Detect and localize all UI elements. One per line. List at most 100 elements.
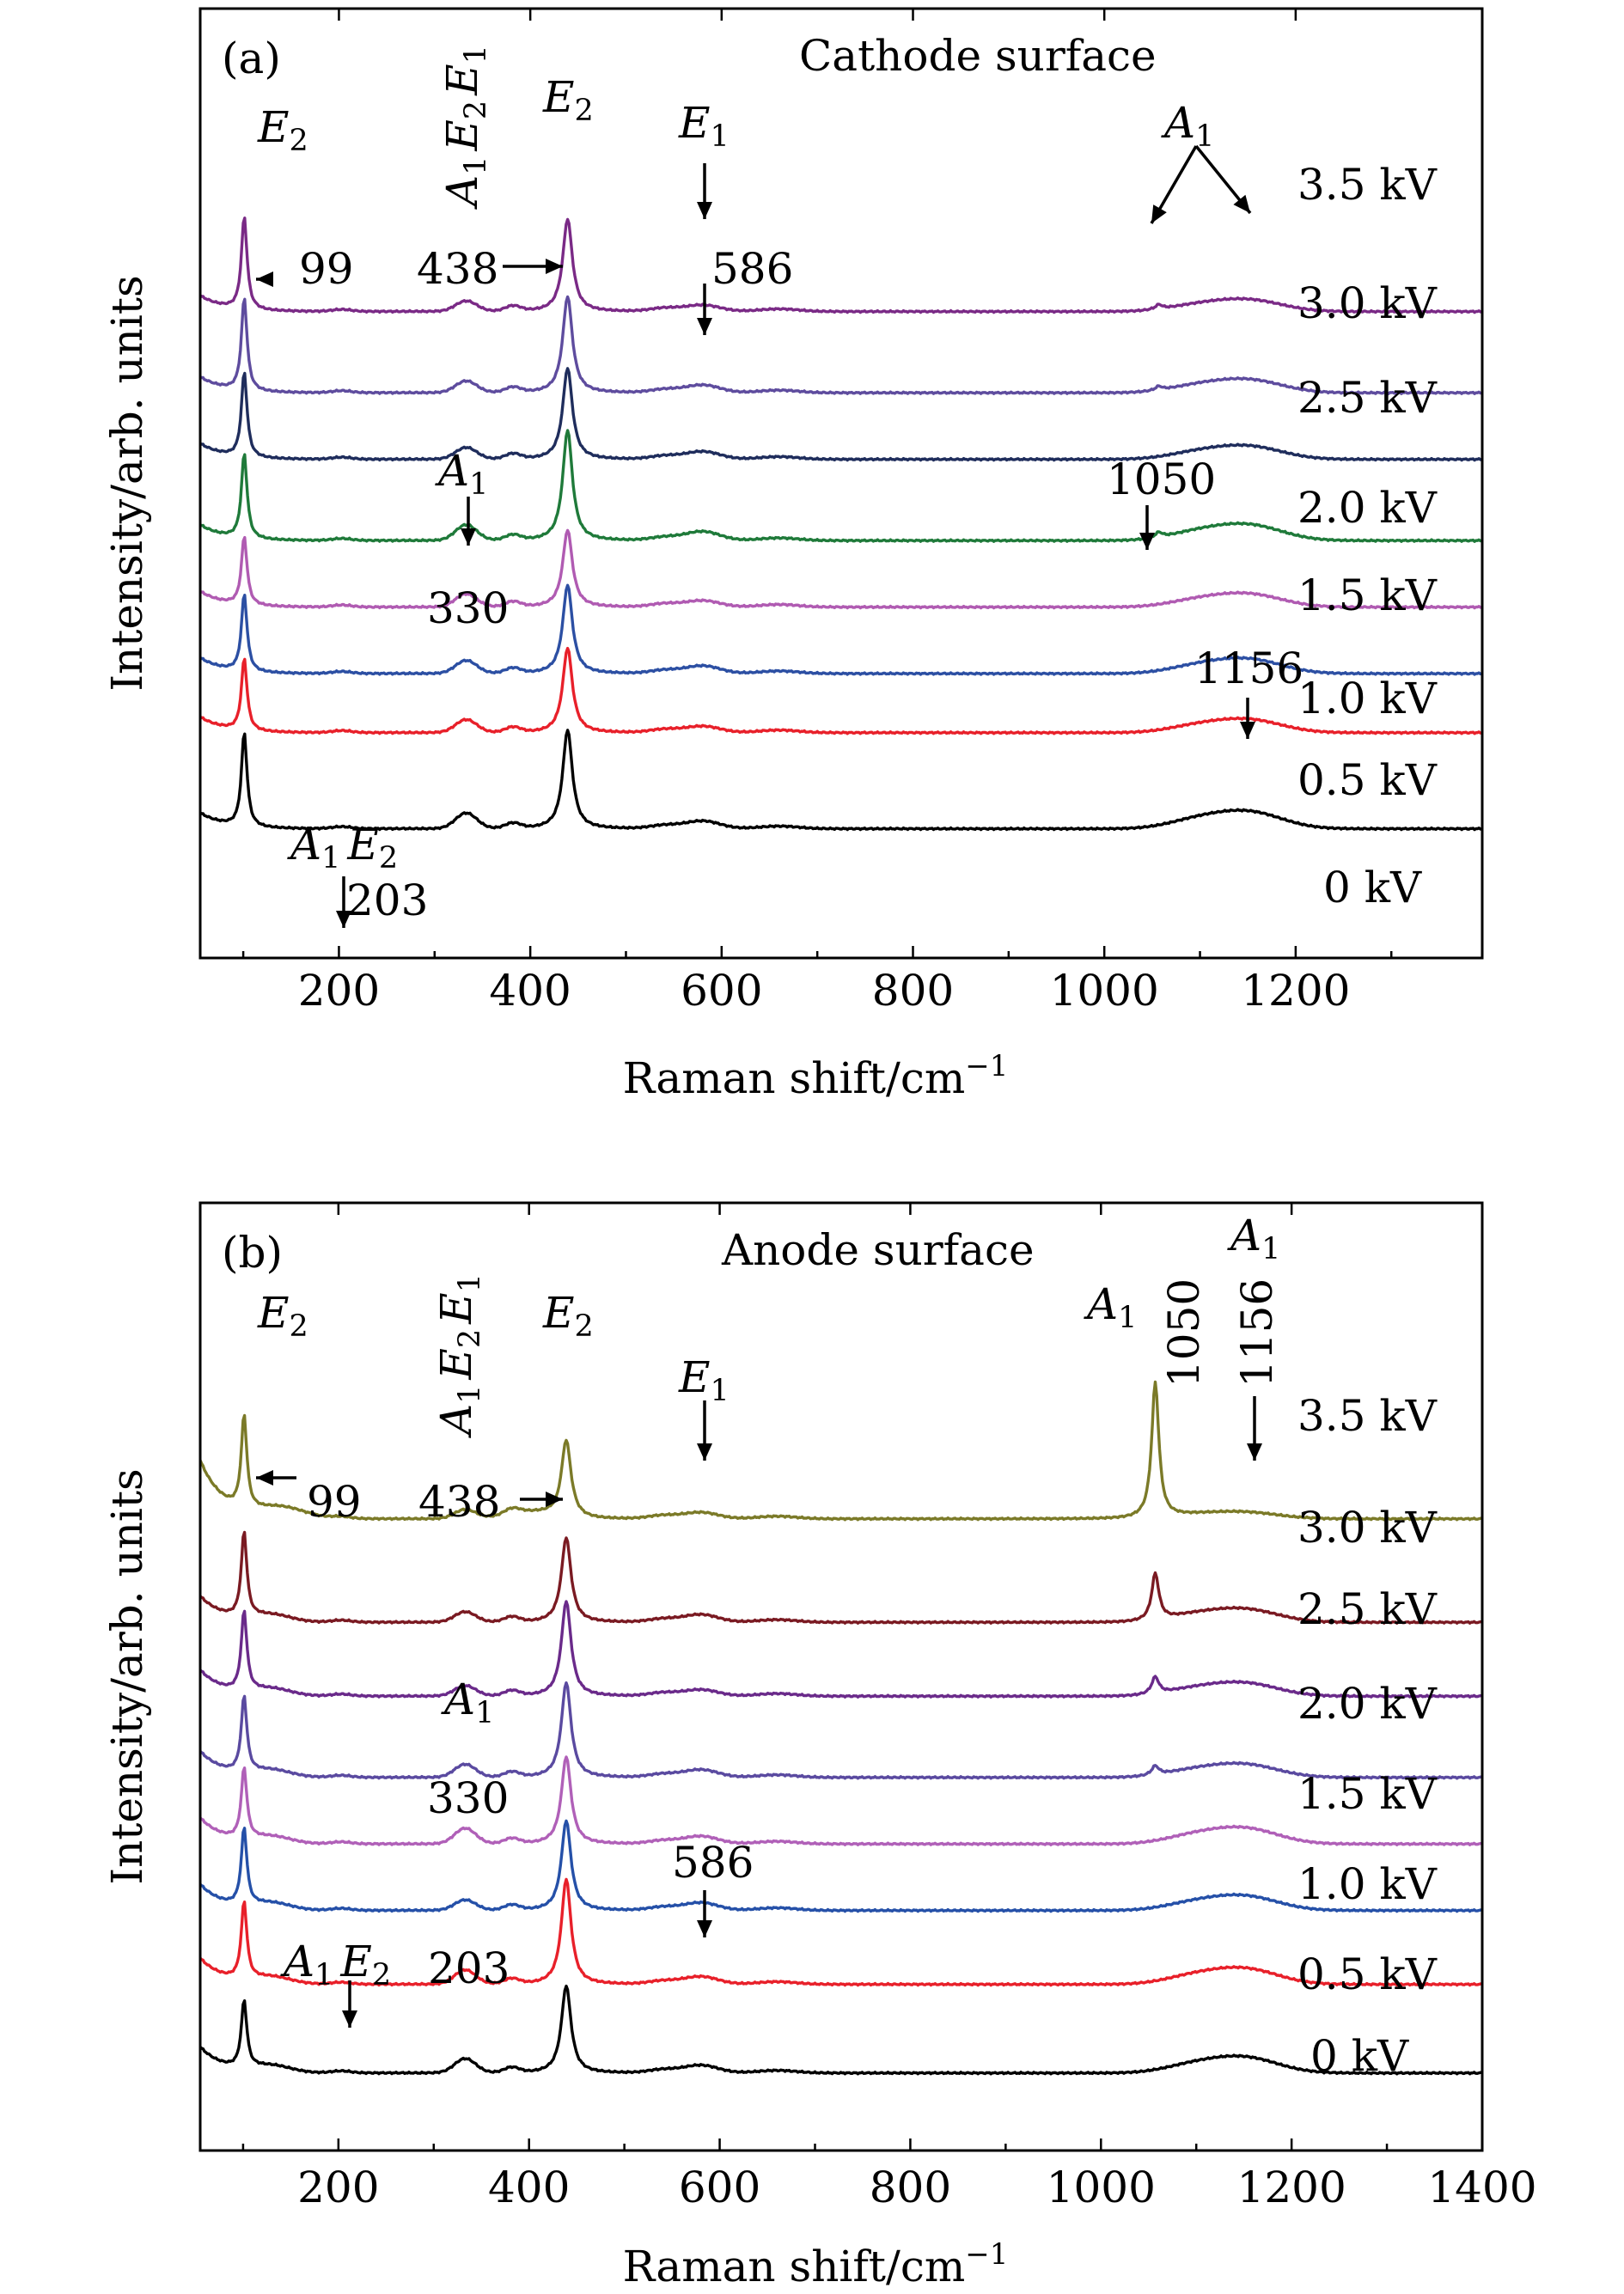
arrow-head [697, 318, 712, 335]
mode-label: E1 [678, 1352, 730, 1408]
mode-label-stack: A1E2E1 [437, 45, 493, 210]
series-label: 2.5 kV [1297, 373, 1438, 423]
arrow-head [256, 1470, 273, 1486]
series-line-0kV [198, 1984, 1482, 2076]
x-tick-label: 200 [298, 966, 380, 1016]
arrow-head [1233, 194, 1250, 213]
panel-tag: (a) [222, 34, 281, 83]
x-tick-label: 1200 [1241, 966, 1350, 1016]
x-axis-label: Raman shift/cm−1 [623, 1049, 1009, 1103]
x-tick-label: 1200 [1237, 2163, 1346, 2212]
mode-label: A1 E2 [280, 1937, 391, 1992]
panel-a-cathode: 200 400 600 800 1000 1200 Raman shift/cm−1 Inte… [102, 7, 1484, 1103]
series-label: 3.5 kV [1297, 160, 1438, 210]
series-line-3_0kV [198, 1530, 1482, 1625]
series-label: 2.0 kV [1297, 483, 1438, 533]
series-line-3_5kV [199, 217, 1482, 314]
mode-label: A1 [1161, 98, 1214, 154]
annotation-label: 586 [711, 244, 793, 294]
mode-label: A1 [435, 446, 488, 502]
arrow-head [1240, 722, 1255, 739]
series-label: 1.0 kV [1297, 1859, 1438, 1909]
y-axis-label: Intensity/arb. units [102, 275, 152, 691]
annotation-label: 330 [427, 583, 509, 633]
series-line-0kV [199, 729, 1482, 832]
series-line-1_5kV [199, 528, 1482, 610]
mode-label: E2 [542, 1288, 594, 1344]
x-tick-label: 800 [870, 2163, 951, 2212]
annotation-label: 586 [672, 1838, 754, 1888]
series-label: 3.5 kV [1297, 1391, 1438, 1441]
arrow-head [461, 528, 476, 546]
series-label: 2.5 kV [1297, 1584, 1438, 1634]
x-axis-label: Raman shift/cm−1 [623, 2237, 1009, 2291]
plot-frame [198, 7, 1484, 960]
series-label: 1.5 kV [1297, 570, 1438, 620]
mode-label: A1 E2 [287, 820, 398, 876]
x-tick-label: 800 [872, 966, 954, 1016]
plot-frame [198, 1201, 1484, 2152]
arrow-head [546, 1492, 563, 1507]
arrow-head [697, 1443, 712, 1461]
mode-label: E1 [678, 98, 730, 154]
series-label: 1.5 kV [1297, 1769, 1438, 1819]
x-tick-label: 400 [488, 2163, 570, 2212]
x-tick-label: 200 [297, 2163, 379, 2212]
series-line-0_5kV [198, 1877, 1482, 1987]
x-tick-label: 1000 [1050, 966, 1159, 1016]
x-tick-label: 600 [681, 966, 762, 1016]
x-tick-label: 400 [489, 966, 571, 1016]
arrow-head [546, 259, 563, 274]
annotation-label: 99 [307, 1477, 362, 1527]
arrow-head [697, 202, 712, 219]
mode-label: A1 [1227, 1211, 1280, 1266]
series-line-2_0kV [198, 1681, 1482, 1780]
series-label: 1.0 kV [1297, 674, 1438, 723]
panel-b-anode: 200 400 600 800 1000 1200 1400 Raman shift/cm−1… [102, 1201, 1537, 2291]
annotation-label: 203 [346, 876, 428, 925]
mode-label: E2 [257, 1288, 308, 1344]
mode-label: A1 [441, 1675, 494, 1730]
annotation-label: 99 [299, 244, 354, 294]
arrow-head [1139, 533, 1155, 550]
x-tick-label: 1000 [1047, 2163, 1156, 2212]
series-line-3_0kV [199, 295, 1482, 395]
series-label: 2.0 kV [1297, 1679, 1438, 1729]
mode-label: E2 [257, 102, 308, 158]
series-label: 0.5 kV [1297, 1949, 1438, 1999]
series-line-0_5kV [199, 646, 1482, 735]
series-line-1_0kV [198, 1819, 1482, 1913]
series-label: 0.5 kV [1297, 755, 1438, 805]
series-line-2_5kV [199, 367, 1482, 462]
arrow-head [1247, 1443, 1262, 1461]
series-label: 0 kV [1323, 863, 1422, 912]
annotation-label: 1050 [1159, 1278, 1209, 1388]
x-tick-label: 600 [679, 2163, 760, 2212]
panel-tag: (b) [222, 1228, 283, 1278]
annotation-label: 438 [417, 244, 498, 294]
arrow-head [1151, 204, 1167, 223]
annotation-label: 1156 [1194, 644, 1303, 693]
series-label: 0 kV [1310, 2031, 1409, 2081]
series-line-2_0kV [199, 429, 1482, 543]
annotation-label: 330 [427, 1773, 509, 1823]
arrow-head [697, 1920, 712, 1937]
series-label: 3.0 kV [1297, 1503, 1438, 1553]
y-axis-label: Intensity/arb. units [102, 1468, 152, 1884]
panel-title: Anode surface [721, 1225, 1035, 1275]
series-line-2_5kV [198, 1600, 1482, 1699]
mode-label: E2 [542, 72, 594, 128]
series-line-3_5kV [198, 1380, 1482, 1522]
mode-label-stack: A1E2E1 [431, 1273, 487, 1438]
annotation-label: 1156 [1232, 1278, 1282, 1388]
arrow-head [342, 2010, 357, 2028]
annotation-label: 438 [418, 1477, 500, 1527]
annotation-label: 1050 [1107, 455, 1216, 504]
series-line-1_5kV [198, 1755, 1482, 1846]
series-line-1_0kV [199, 583, 1482, 676]
arrow-head [256, 271, 273, 287]
panel-title: Cathode surface [799, 31, 1157, 81]
mode-label: A1 [1084, 1279, 1137, 1335]
annotation-label: 203 [428, 1943, 510, 1993]
